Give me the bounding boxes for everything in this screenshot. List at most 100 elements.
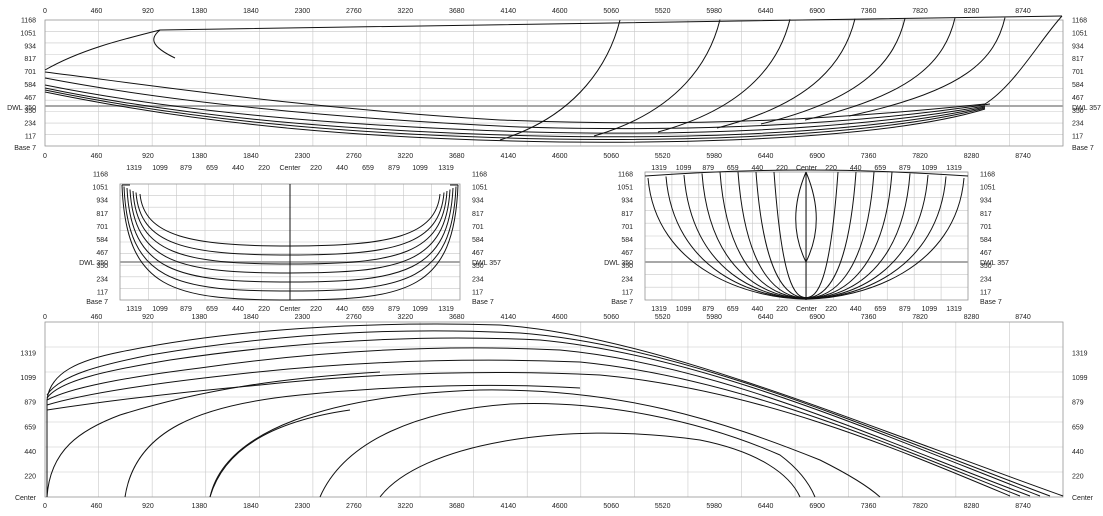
section-base-label-right: Base 7 <box>980 299 1002 306</box>
plan-view: 0 460 920 1380 1840 2300 2760 3220 3680 4140 4600 5… <box>15 314 1094 510</box>
base-label: Base 7 <box>14 145 36 152</box>
section-x-tick: 1319 <box>651 165 667 172</box>
dwl-label: DWL 350 <box>7 105 36 112</box>
keel-line <box>44 91 986 143</box>
plan-waterline <box>379 432 801 498</box>
plan-x-tick-bottom: 920 <box>142 503 154 510</box>
plan-x-tick: 0 <box>43 314 47 321</box>
section-y-tick: 584 <box>621 237 633 244</box>
plan-x-tick-bottom: 8740 <box>1015 503 1031 510</box>
plan-center-label-right: Center <box>1072 495 1094 502</box>
station-section <box>719 171 807 299</box>
profile-frame <box>44 19 1064 147</box>
sheer-line <box>44 15 1063 71</box>
section-y-tick: 1168 <box>93 172 108 179</box>
plan-x-tick-bottom: 460 <box>91 503 103 510</box>
profile-y-tick: 701 <box>24 69 36 76</box>
plan-waterline <box>46 371 381 498</box>
waterline-curve <box>44 89 986 140</box>
plan-x-tick: 5520 <box>655 314 671 321</box>
profile-x-tick-bottom: 7820 <box>912 153 928 160</box>
section-x-tick-bottom: 659 <box>206 306 218 313</box>
section-y-tick: 701 <box>96 224 108 231</box>
profile-x-tick: 460 <box>91 8 103 15</box>
plan-center-label: Center <box>15 495 37 502</box>
waterline-curve <box>44 71 986 124</box>
profile-x-tick-bottom: 4600 <box>552 153 568 160</box>
profile-x-tick: 920 <box>142 8 154 15</box>
section-y-tick: 467 <box>96 250 108 257</box>
profile-x-tick-bottom: 3680 <box>449 153 465 160</box>
buttock-line <box>593 19 721 137</box>
plan-x-tick-bottom: 6900 <box>809 503 825 510</box>
buttock-line <box>716 18 856 129</box>
section-y-tick-right: 1168 <box>980 172 995 179</box>
section-x-tick: 1099 <box>152 165 168 172</box>
section-x-tick: 1319 <box>126 165 142 172</box>
plan-x-tick: 7360 <box>861 314 877 321</box>
profile-y-tick-right: 350 <box>1072 108 1084 115</box>
profile-x-tick: 4600 <box>552 8 568 15</box>
profile-x-tick-bottom: 8280 <box>964 153 980 160</box>
plan-x-tick-bottom: 5980 <box>706 503 722 510</box>
plan-waterline <box>209 409 351 498</box>
section-x-tick-bottom: 440 <box>751 306 763 313</box>
section-x-tick-bottom: 1319 <box>126 306 142 313</box>
plan-y-tick-right: 1319 <box>1072 351 1088 358</box>
profile-x-tick: 5520 <box>655 8 671 15</box>
profile-x-tick: 6900 <box>809 8 825 15</box>
section-y-tick: 117 <box>97 289 108 296</box>
profile-x-tick-bottom: 8740 <box>1015 153 1031 160</box>
section-x-tick-bottom: 440 <box>336 306 348 313</box>
plan-x-tick-bottom: 7360 <box>861 503 877 510</box>
dwl-label-right: DWL 357 <box>1072 105 1101 112</box>
plan-x-tick-bottom: 4600 <box>552 503 568 510</box>
section-x-tick: 879 <box>180 165 192 172</box>
buttock-line <box>848 17 1006 117</box>
section-x-tick-bottom: 1099 <box>412 306 428 313</box>
plan-waterline <box>46 359 1021 497</box>
section-y-tick-right: 117 <box>472 289 483 296</box>
section-x-tick-bottom: 879 <box>899 306 911 313</box>
section-x-tick-bottom: 879 <box>180 306 192 313</box>
section-y-tick: 1051 <box>617 185 633 192</box>
plan-x-tick-bottom: 6440 <box>758 503 774 510</box>
section-y-tick-right: 1168 <box>472 172 487 179</box>
plan-x-tick: 460 <box>91 314 103 321</box>
plan-sheer <box>46 323 1064 497</box>
section-x-tick: 440 <box>751 165 763 172</box>
station-section <box>126 187 454 283</box>
station-section <box>805 171 857 299</box>
section-y-tick: 1168 <box>618 172 633 179</box>
section-y-tick: 934 <box>96 198 108 205</box>
profile-x-tick-bottom: 2300 <box>295 153 311 160</box>
plan-x-tick: 6440 <box>758 314 774 321</box>
section-x-tick: 659 <box>362 165 374 172</box>
waterline-curve <box>44 77 991 130</box>
plan-x-tick-bottom: 7820 <box>912 503 928 510</box>
station-section <box>132 190 448 265</box>
station-section <box>755 171 807 299</box>
section-x-tick-bottom: 1099 <box>676 306 692 313</box>
plan-x-tick: 1840 <box>243 314 259 321</box>
profile-x-tick: 1380 <box>192 8 208 15</box>
section-x-tick-bottom: Center <box>796 306 818 313</box>
plan-x-tick-bottom: 0 <box>43 503 47 510</box>
section-y-tick-right: 934 <box>472 198 484 205</box>
section-x-tick-bottom: 1319 <box>438 306 454 313</box>
plan-y-tick: 220 <box>24 474 36 481</box>
profile-y-tick-right: 117 <box>1072 134 1083 141</box>
profile-x-tick: 8740 <box>1015 8 1031 15</box>
station-section <box>773 171 807 299</box>
plan-x-tick: 5980 <box>706 314 722 321</box>
plan-x-tick-bottom: 2760 <box>346 503 362 510</box>
profile-y-tick: 817 <box>24 56 36 63</box>
section-x-tick-bottom: 879 <box>702 306 714 313</box>
plan-x-tick-bottom: 1380 <box>192 503 208 510</box>
profile-x-tick-bottom: 460 <box>91 153 103 160</box>
buttock-line <box>804 17 956 121</box>
section-y-tick-right: 467 <box>980 250 992 257</box>
section-x-tick-bottom: 659 <box>362 306 374 313</box>
stem-section <box>795 171 817 264</box>
profile-x-tick: 5980 <box>706 8 722 15</box>
